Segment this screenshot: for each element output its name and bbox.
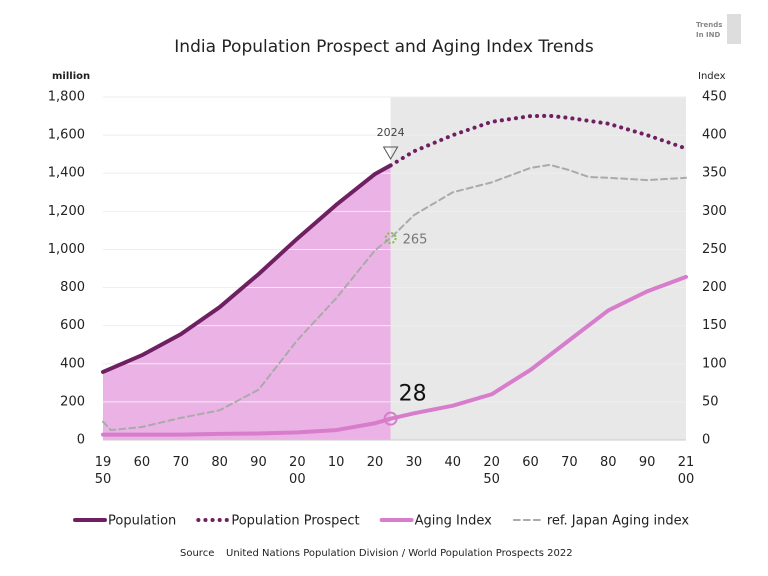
- y2-tick-label: 300: [702, 204, 727, 219]
- y2-tick-label: 150: [702, 318, 727, 333]
- y2-axis-label: Index: [698, 71, 726, 82]
- series-line: [102, 163, 687, 432]
- legend-label: Aging Index: [415, 514, 492, 529]
- x-tick-label: 40: [444, 455, 462, 470]
- x-tick-label: 90: [638, 455, 656, 470]
- y-tick-label: 1,000: [48, 242, 85, 257]
- y-tick-label: 1,600: [48, 128, 85, 143]
- divider-label: 2024: [377, 126, 405, 139]
- logo-text: Trends: [696, 21, 722, 29]
- x-tick-label: 20: [366, 455, 384, 470]
- y2-tick-label: 50: [702, 394, 719, 409]
- y2-tick-label: 200: [702, 280, 727, 295]
- y2-tick-label: 450: [702, 90, 727, 105]
- y2-tick-label: 400: [702, 128, 727, 143]
- x-tick-label: 90: [250, 455, 267, 470]
- x-tick-label: 10: [327, 455, 345, 470]
- y2-tick-label: 250: [702, 242, 727, 257]
- y-tick-label: 200: [60, 394, 85, 409]
- logo-icon: [727, 14, 741, 44]
- x-tick-label: 20 50: [483, 455, 500, 487]
- y-axis-label: million: [52, 71, 90, 82]
- x-tick-label: 80: [599, 455, 617, 470]
- background: [103, 97, 686, 441]
- y-tick-label: 600: [60, 318, 85, 333]
- y2-tick-label: 0: [702, 433, 710, 448]
- y-tick-label: 1,400: [48, 166, 85, 181]
- series-line: [101, 274, 688, 437]
- legend-label: Population Prospect: [231, 514, 359, 529]
- x-tick-label: 60: [522, 455, 539, 470]
- y-tick-label: 1,800: [48, 90, 85, 105]
- series-layer: [101, 113, 688, 437]
- marker-label: 265: [403, 233, 428, 248]
- marker: [384, 232, 397, 245]
- y-tick-label: 1,200: [48, 204, 85, 219]
- source: United Nations Population Division / Wor…: [226, 548, 573, 559]
- source-label: Source: [180, 548, 214, 559]
- marker: [383, 411, 398, 426]
- future-region: [390, 97, 686, 440]
- grid: [103, 96, 686, 441]
- y-tick-label: 0: [77, 433, 85, 448]
- marker-label: 28: [399, 382, 427, 407]
- x-tick-label: 60: [133, 455, 151, 470]
- x-tick-label: 70: [172, 455, 189, 470]
- divider-marker: [382, 146, 399, 160]
- y2-tick-label: 100: [702, 356, 727, 371]
- x-tick-label: 30: [405, 455, 423, 470]
- x-tick-label: 80: [211, 455, 228, 470]
- series-line: [101, 163, 393, 374]
- chart-title: India Population Prospect and Aging Inde…: [174, 37, 594, 57]
- y-tick-label: 400: [60, 356, 85, 371]
- logo-text: In IND: [696, 31, 720, 39]
- x-tick-label: 19 50: [94, 455, 112, 487]
- series-line: [388, 113, 688, 168]
- y2-tick-label: 350: [702, 166, 727, 181]
- x-tick-label: 70: [561, 455, 578, 470]
- x-tick-label: 20 00: [289, 455, 306, 487]
- population-area: [103, 165, 391, 441]
- legend-label: Population: [108, 514, 176, 529]
- y-tick-label: 800: [60, 280, 85, 295]
- x-tick-label: 21 00: [677, 455, 695, 487]
- legend-label: ref. Japan Aging index: [547, 514, 690, 529]
